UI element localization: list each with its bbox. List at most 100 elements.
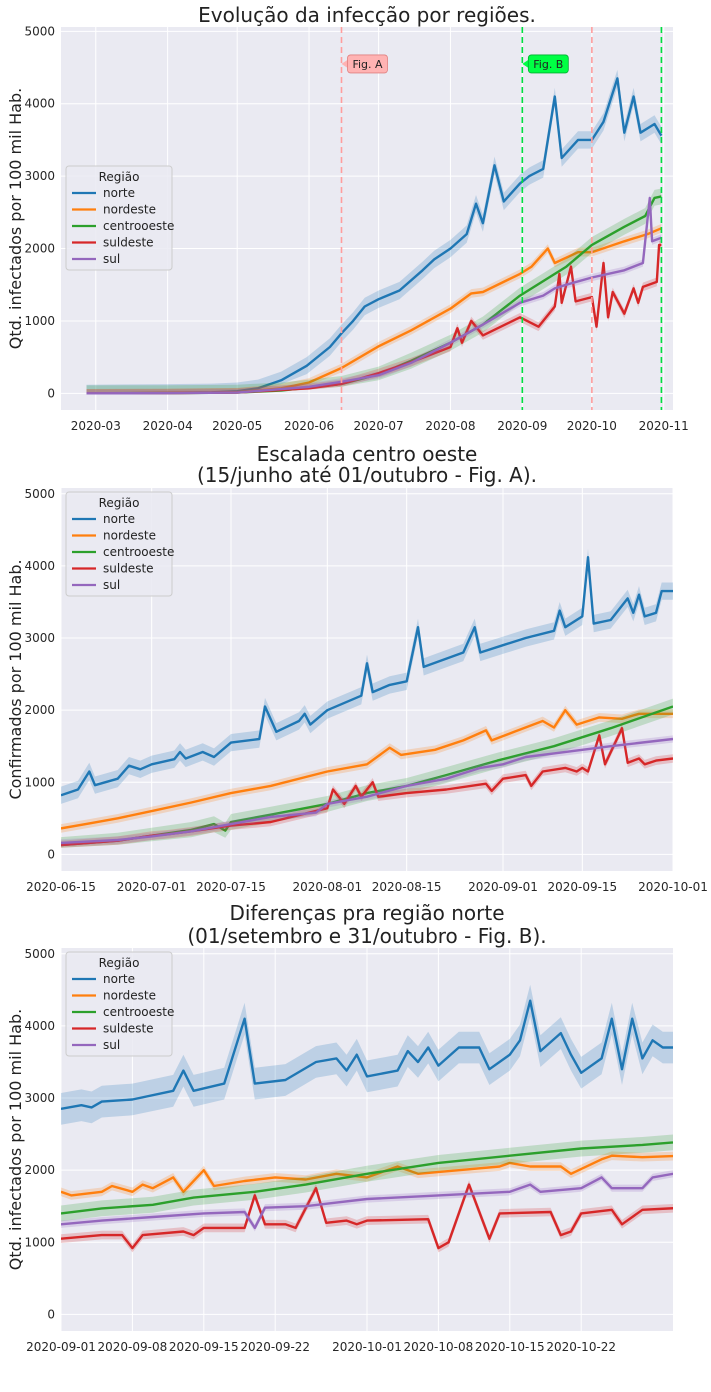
chart-1: 0 1000 2000 3000 4000 5000 2020-03 2020-04 2020-… [6, 3, 689, 433]
y-tick-label: 4000 [24, 559, 55, 573]
legend-title: Região [99, 956, 140, 970]
x-tick-label: 2020-09 [497, 419, 547, 433]
x-tick-label: 2020-09-15 [169, 1340, 239, 1354]
x-tick-label: 2020-08-15 [372, 880, 442, 894]
x-tick-label: 2020-08-01 [292, 880, 362, 894]
series-line-nordeste [61, 709, 673, 830]
series-line-suldeste [61, 1183, 673, 1250]
x-tick-label: 2020-11 [639, 419, 689, 433]
legend: Região norte nordeste centrooeste suldeste su… [65, 491, 174, 597]
chart-title: Escalada centro oeste [257, 442, 478, 466]
legend-label: suldeste [103, 236, 154, 250]
legend-title: Região [99, 496, 140, 510]
legend-label: nordeste [103, 529, 156, 543]
x-tick-label: 2020-07 [354, 419, 404, 433]
legend-title: Região [99, 170, 140, 184]
annotation-pointer [522, 59, 529, 68]
series-band-norte [61, 548, 673, 804]
y-tick-label: 0 [47, 386, 55, 400]
series-line-suldeste [86, 243, 662, 395]
x-tick-label: 2020-10 [567, 419, 617, 433]
y-tick-label: 5000 [24, 947, 55, 961]
x-tick-label: 2020-10-08 [404, 1340, 474, 1354]
y-axis-label: Qtd. infectados por 100 mil Hab. [6, 1009, 25, 1270]
legend: Região norte nordeste centrooeste suldeste su… [65, 951, 174, 1057]
chart-title: Evolução da infecção por regiões. [198, 3, 536, 27]
series-band-centrooeste [61, 1134, 673, 1222]
y-tick-label: 1000 [24, 314, 55, 328]
x-tick-label: 2020-05 [212, 419, 262, 433]
legend-label: norte [103, 186, 135, 200]
series-band-norte [61, 984, 673, 1125]
x-tick-label: 2020-10-15 [475, 1340, 545, 1354]
annotation-label: Fig. A [352, 58, 383, 71]
annotation-pointer [341, 59, 348, 68]
legend-label: suldeste [103, 562, 154, 576]
series-band-suldeste [61, 723, 673, 848]
y-tick-label: 0 [47, 847, 55, 861]
plot-area [61, 548, 673, 848]
chart-title: Diferenças pra região norte [229, 901, 504, 925]
x-tick-label: 2020-09-01 [26, 1340, 96, 1354]
y-tick-label: 5000 [24, 24, 55, 38]
legend-label: sul [103, 578, 120, 592]
y-tick-label: 3000 [24, 1091, 55, 1105]
series-band-nordeste [61, 1151, 673, 1200]
y-tick-label: 5000 [24, 487, 55, 501]
x-tick-label: 2020-10-01 [332, 1340, 402, 1354]
legend-label: norte [103, 972, 135, 986]
series-line-nordeste [86, 227, 662, 395]
x-tick-label: 2020-09-15 [547, 880, 617, 894]
plot-area [86, 69, 663, 395]
legend-label: sul [103, 252, 120, 266]
y-tick-label: 0 [47, 1307, 55, 1321]
legend-label: centrooeste [103, 1005, 174, 1019]
series-band-suldeste [61, 1180, 673, 1253]
chart-title: (01/setembro e 31/outubro - Fig. B). [187, 924, 546, 948]
legend-label: sul [103, 1038, 120, 1052]
series-line-norte [61, 556, 673, 797]
x-tick-label: 2020-06 [284, 419, 334, 433]
annotation-label: Fig. B [533, 58, 563, 71]
x-tick-label: 2020-09-22 [240, 1340, 310, 1354]
series-band-centrooeste [61, 698, 673, 848]
y-axis-label: Qtd. infectados por 100 mil Hab. [6, 88, 25, 349]
x-tick-label: 2020-07-01 [117, 880, 187, 894]
y-tick-label: 1000 [24, 1235, 55, 1249]
x-tick-label: 2020-10-01 [638, 880, 708, 894]
y-tick-label: 2000 [24, 1163, 55, 1177]
x-tick-label: 2020-09-08 [98, 1340, 168, 1354]
series-band-nordeste [61, 705, 673, 833]
series-band-sul [61, 1170, 673, 1232]
legend: Região norte nordeste centrooeste suldeste su… [65, 165, 174, 271]
series-line-norte [61, 999, 673, 1110]
legend-label: nordeste [103, 203, 156, 217]
x-tick-label: 2020-07-15 [196, 880, 266, 894]
y-tick-label: 4000 [24, 97, 55, 111]
x-tick-label: 2020-10-22 [546, 1340, 616, 1354]
chart-title: (15/junho até 01/outubro - Fig. A). [197, 463, 537, 487]
y-tick-label: 2000 [24, 242, 55, 256]
y-tick-label: 2000 [24, 703, 55, 717]
y-tick-label: 3000 [24, 631, 55, 645]
series-line-sul [61, 737, 673, 845]
x-tick-label: 2020-06-15 [26, 880, 96, 894]
series-line-norte [86, 77, 663, 395]
y-tick-label: 4000 [24, 1019, 55, 1033]
series-line-sul [61, 1172, 673, 1230]
x-tick-label: 2020-09-01 [468, 880, 538, 894]
annotation-box [527, 54, 569, 74]
chart-3: 0 1000 2000 3000 4000 5000 2020-09-01 2020-09-0… [6, 901, 673, 1354]
legend-label: suldeste [103, 1022, 154, 1036]
y-tick-label: 3000 [24, 169, 55, 183]
legend-label: centrooeste [103, 545, 174, 559]
y-axis-label: Confirmados por 100 mil Hab. [6, 559, 25, 799]
x-tick-label: 2020-04 [143, 419, 193, 433]
legend-label: centrooeste [103, 219, 174, 233]
annotation-box [347, 54, 388, 74]
x-tick-label: 2020-03 [71, 419, 121, 433]
chart-2: 0 1000 2000 3000 4000 5000 2020-06-15 2020-07-0… [6, 442, 708, 894]
series-line-sul [86, 196, 662, 395]
legend-label: norte [103, 512, 135, 526]
